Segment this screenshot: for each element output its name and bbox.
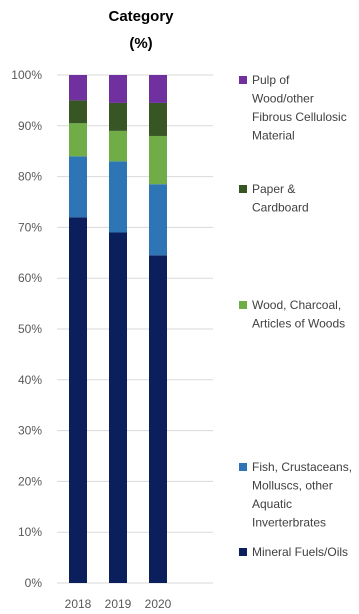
legend-swatch xyxy=(239,301,247,309)
legend-label: Wood, Charcoal, Articles of Woods xyxy=(252,298,345,331)
legend-label: Fish, Crustaceans, Molluscs, other Aquatic… xyxy=(252,460,352,530)
legend-swatch xyxy=(239,548,247,556)
bar-segment xyxy=(109,102,127,131)
legend-label: Pulp of Wood/other Fibrous Cellulosic Mater… xyxy=(252,73,347,143)
y-tick-label: 40% xyxy=(18,373,42,387)
y-tick-label: 10% xyxy=(18,525,42,539)
y-axis-tick-labels: 0% 10% 20% 30% 40% 50% 60% 70% 80% 90% 100% xyxy=(11,68,42,590)
y-tick-label: 70% xyxy=(18,220,42,234)
bar-segment xyxy=(69,217,87,584)
y-tick-label: 30% xyxy=(18,424,42,438)
bar-segment xyxy=(109,161,127,233)
chart-title-line-1: Category xyxy=(108,8,174,25)
legend-swatch xyxy=(239,463,247,471)
chart-title-line-2: (%) xyxy=(129,35,152,52)
bar-segment xyxy=(69,100,87,124)
bar-segment xyxy=(149,255,167,583)
legend-swatch xyxy=(239,76,247,84)
legend: Mineral Fuels/Oils Fish, Crustaceans, Moll… xyxy=(239,73,352,559)
legend-swatch xyxy=(239,185,247,193)
x-tick-label: 2018 xyxy=(65,597,92,611)
bar-segment xyxy=(109,232,127,584)
bar-segment xyxy=(109,75,127,103)
y-tick-label: 20% xyxy=(18,474,42,488)
x-tick-label: 2020 xyxy=(145,597,172,611)
y-tick-label: 0% xyxy=(25,576,43,590)
y-tick-label: 100% xyxy=(11,68,42,82)
bar-segment xyxy=(149,184,167,256)
legend-label: Mineral Fuels/Oils xyxy=(252,545,348,559)
bar-segment xyxy=(149,75,167,103)
y-tick-label: 50% xyxy=(18,322,42,336)
y-tick-label: 80% xyxy=(18,170,42,184)
bar-segment xyxy=(69,156,87,218)
x-tick-label: 2019 xyxy=(105,597,132,611)
x-axis-tick-labels: 2018 2019 2020 xyxy=(65,597,172,611)
legend-label: Paper & Cardboard xyxy=(252,182,309,215)
bar-segment xyxy=(69,75,87,101)
y-tick-label: 90% xyxy=(18,119,42,133)
bar-segments xyxy=(69,75,167,584)
bar-segment xyxy=(69,123,87,157)
bar-segment xyxy=(149,135,167,185)
y-tick-label: 60% xyxy=(18,271,42,285)
bar-segment xyxy=(109,130,127,162)
bar-segment xyxy=(149,102,167,136)
